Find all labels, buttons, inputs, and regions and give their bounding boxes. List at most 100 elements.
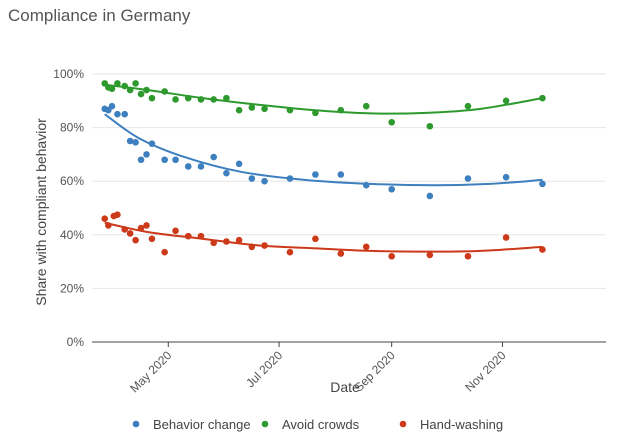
data-point [539, 180, 546, 188]
trend-line [104, 221, 543, 253]
data-point [464, 175, 472, 182]
y-tick-label: 40% [60, 228, 84, 242]
data-point [210, 96, 217, 103]
data-point [161, 156, 168, 164]
data-point [286, 248, 294, 256]
data-point [426, 192, 434, 200]
data-point [464, 102, 472, 110]
legend-marker [399, 420, 407, 428]
data-point [101, 215, 109, 223]
data-point [312, 235, 319, 243]
data-point [248, 243, 256, 251]
trend-line [104, 83, 543, 115]
data-point [108, 85, 116, 93]
data-point [197, 232, 205, 240]
gridlines [92, 73, 606, 343]
data-point [137, 156, 145, 164]
data-point [502, 97, 510, 105]
data-point [337, 106, 345, 114]
data-point [210, 153, 217, 161]
data-point [362, 243, 370, 251]
data-point [172, 156, 179, 164]
data-point [235, 160, 243, 168]
data-point [114, 211, 121, 218]
data-point [161, 248, 168, 256]
data-point [132, 80, 139, 87]
legend-marker [132, 420, 140, 428]
legend-label: Behavior change [153, 417, 251, 432]
data-point [210, 239, 217, 247]
y-axis: 0% 20% 40% 60% 80% 100% [53, 67, 84, 349]
data-point [126, 137, 134, 145]
data-point [312, 171, 319, 178]
trend-line [104, 113, 543, 187]
data-point [148, 140, 156, 147]
data-point [261, 105, 268, 113]
data-point [137, 224, 145, 232]
y-tick-label: 80% [60, 121, 84, 135]
data-point [132, 236, 139, 244]
data-point [235, 236, 243, 244]
data-point [121, 226, 128, 233]
legend-marker [261, 420, 269, 428]
data-point [312, 109, 319, 117]
data-point [197, 163, 205, 170]
y-tick-label: 100% [53, 67, 84, 81]
data-point [539, 94, 546, 102]
data-point [388, 252, 395, 260]
data-point [337, 171, 345, 178]
data-point [223, 94, 230, 102]
data-point [223, 238, 230, 245]
data-point [286, 175, 294, 182]
data-point [148, 94, 156, 102]
data-point [235, 106, 243, 114]
data-point [137, 90, 145, 98]
data-point [148, 235, 156, 243]
y-tick-label: 0% [67, 335, 85, 349]
legend-label: Hand-washing [420, 417, 503, 432]
data-point [172, 227, 179, 235]
data-point [502, 234, 510, 241]
legend: Behavior change Avoid crowds Hand-washing [132, 417, 503, 432]
data-point [286, 106, 294, 114]
data-point [426, 251, 434, 259]
legend-label: Avoid crowds [282, 417, 360, 432]
data-point [126, 86, 134, 94]
data-point [114, 80, 121, 87]
data-point [143, 151, 150, 158]
chart-title: Compliance in Germany [8, 6, 191, 25]
data-point [362, 181, 370, 189]
data-point [464, 252, 472, 260]
data-point [197, 96, 205, 103]
y-tick-label: 60% [60, 174, 84, 188]
data-point [184, 232, 192, 240]
data-point [502, 173, 510, 181]
data-point [337, 250, 345, 257]
data-point [121, 110, 128, 118]
data-point [143, 86, 150, 94]
data-point [261, 242, 268, 249]
data-point [261, 177, 268, 185]
data-points [101, 80, 546, 260]
y-tick-label: 20% [60, 281, 84, 295]
data-point [143, 222, 150, 229]
y-axis-title: Share with compliant behavior [33, 118, 49, 306]
data-point [223, 169, 230, 177]
x-axis-title: Date [330, 379, 360, 395]
data-point [108, 102, 116, 110]
x-tick-label: Nov 2020 [462, 348, 508, 394]
data-point [248, 104, 256, 111]
data-point [172, 96, 179, 103]
data-point [121, 82, 128, 90]
x-tick-label: Jul 2020 [243, 348, 285, 390]
data-point [184, 163, 192, 170]
data-point [539, 246, 546, 253]
data-point [388, 185, 395, 193]
data-point [114, 110, 121, 118]
data-point [132, 139, 139, 146]
trend-lines [104, 83, 543, 253]
x-tick-label: May 2020 [127, 348, 174, 395]
data-point [126, 230, 134, 237]
data-point [362, 102, 370, 110]
